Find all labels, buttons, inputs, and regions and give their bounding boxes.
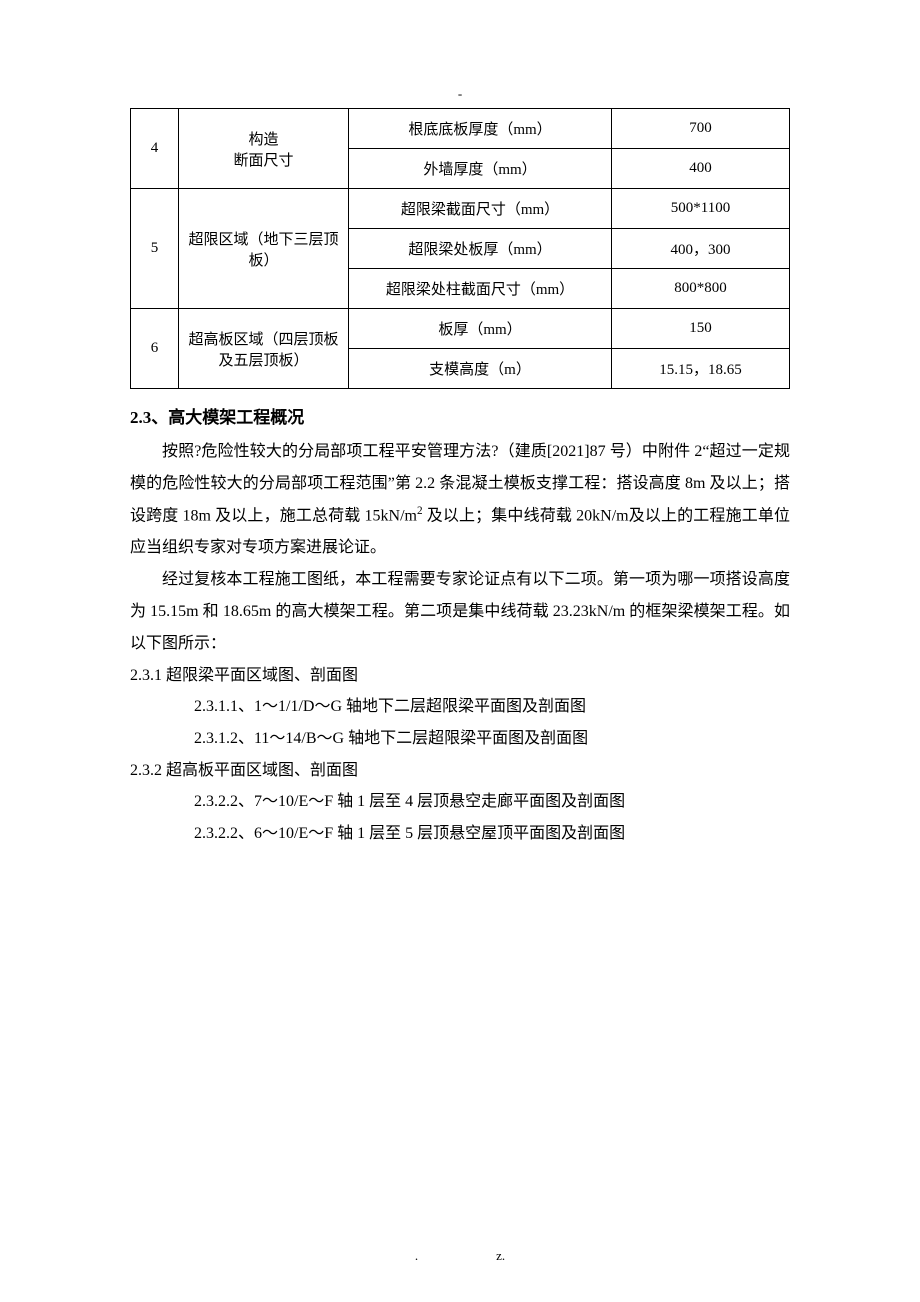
cell-idx: 6 xyxy=(131,309,179,389)
cell-idx: 5 xyxy=(131,189,179,309)
top-marker: - xyxy=(130,86,790,102)
section-heading: 2.3、高大模架工程概况 xyxy=(130,403,790,428)
cell-label-text: 构造 断面尺寸 xyxy=(233,132,293,169)
cell-label: 构造 断面尺寸 xyxy=(179,109,349,189)
cell-idx: 4 xyxy=(131,109,179,189)
footer-marker: . z. xyxy=(0,1248,920,1264)
document-page: - 4 构造 断面尺寸 根底底板厚度（mm） 700 外墙厚度（mm） 400 … xyxy=(0,0,920,850)
cell-param: 超限梁处柱截面尺寸（mm） xyxy=(349,269,612,309)
cell-param: 根底底板厚度（mm） xyxy=(349,109,612,149)
cell-param: 超限梁处板厚（mm） xyxy=(349,229,612,269)
subheading-232: 2.3.2 超高板平面区域图、剖面图 xyxy=(130,757,790,786)
paragraph-1: 按照?危险性较大的分局部项工程平安管理方法?（建质[2021]87 号）中附件 … xyxy=(130,436,790,564)
cell-param: 外墙厚度（mm） xyxy=(349,149,612,189)
item-2311: 2.3.1.1、1～1/1/D～G 轴地下二层超限梁平面图及剖面图 xyxy=(130,691,790,723)
cell-label: 超高板区域（四层顶板及五层顶板） xyxy=(179,309,349,389)
cell-value: 400，300 xyxy=(612,229,790,269)
item-2321: 2.3.2.2、7～10/E～F 轴 1 层至 4 层顶悬空走廊平面图及剖面图 xyxy=(130,786,790,818)
table-row: 4 构造 断面尺寸 根底底板厚度（mm） 700 xyxy=(131,109,790,149)
cell-value: 15.15，18.65 xyxy=(612,349,790,389)
cell-param: 板厚（mm） xyxy=(349,309,612,349)
cell-value: 150 xyxy=(612,309,790,349)
cell-value: 800*800 xyxy=(612,269,790,309)
cell-param: 支模高度（m） xyxy=(349,349,612,389)
subheading-231: 2.3.1 超限梁平面区域图、剖面图 xyxy=(130,662,790,691)
cell-value: 400 xyxy=(612,149,790,189)
cell-value: 500*1100 xyxy=(612,189,790,229)
spec-table: 4 构造 断面尺寸 根底底板厚度（mm） 700 外墙厚度（mm） 400 5 … xyxy=(130,108,790,389)
cell-value: 700 xyxy=(612,109,790,149)
table-row: 5 超限区域（地下三层顶板） 超限梁截面尺寸（mm） 500*1100 xyxy=(131,189,790,229)
item-2322: 2.3.2.2、6～10/E～F 轴 1 层至 5 层顶悬空屋顶平面图及剖面图 xyxy=(130,818,790,850)
item-2312: 2.3.1.2、11～14/B～G 轴地下二层超限梁平面图及剖面图 xyxy=(130,723,790,755)
cell-param: 超限梁截面尺寸（mm） xyxy=(349,189,612,229)
table-row: 6 超高板区域（四层顶板及五层顶板） 板厚（mm） 150 xyxy=(131,309,790,349)
paragraph-2: 经过复核本工程施工图纸，本工程需要专家论证点有以下二项。第一项为哪一项搭设高度为… xyxy=(130,564,790,660)
cell-label: 超限区域（地下三层顶板） xyxy=(179,189,349,309)
